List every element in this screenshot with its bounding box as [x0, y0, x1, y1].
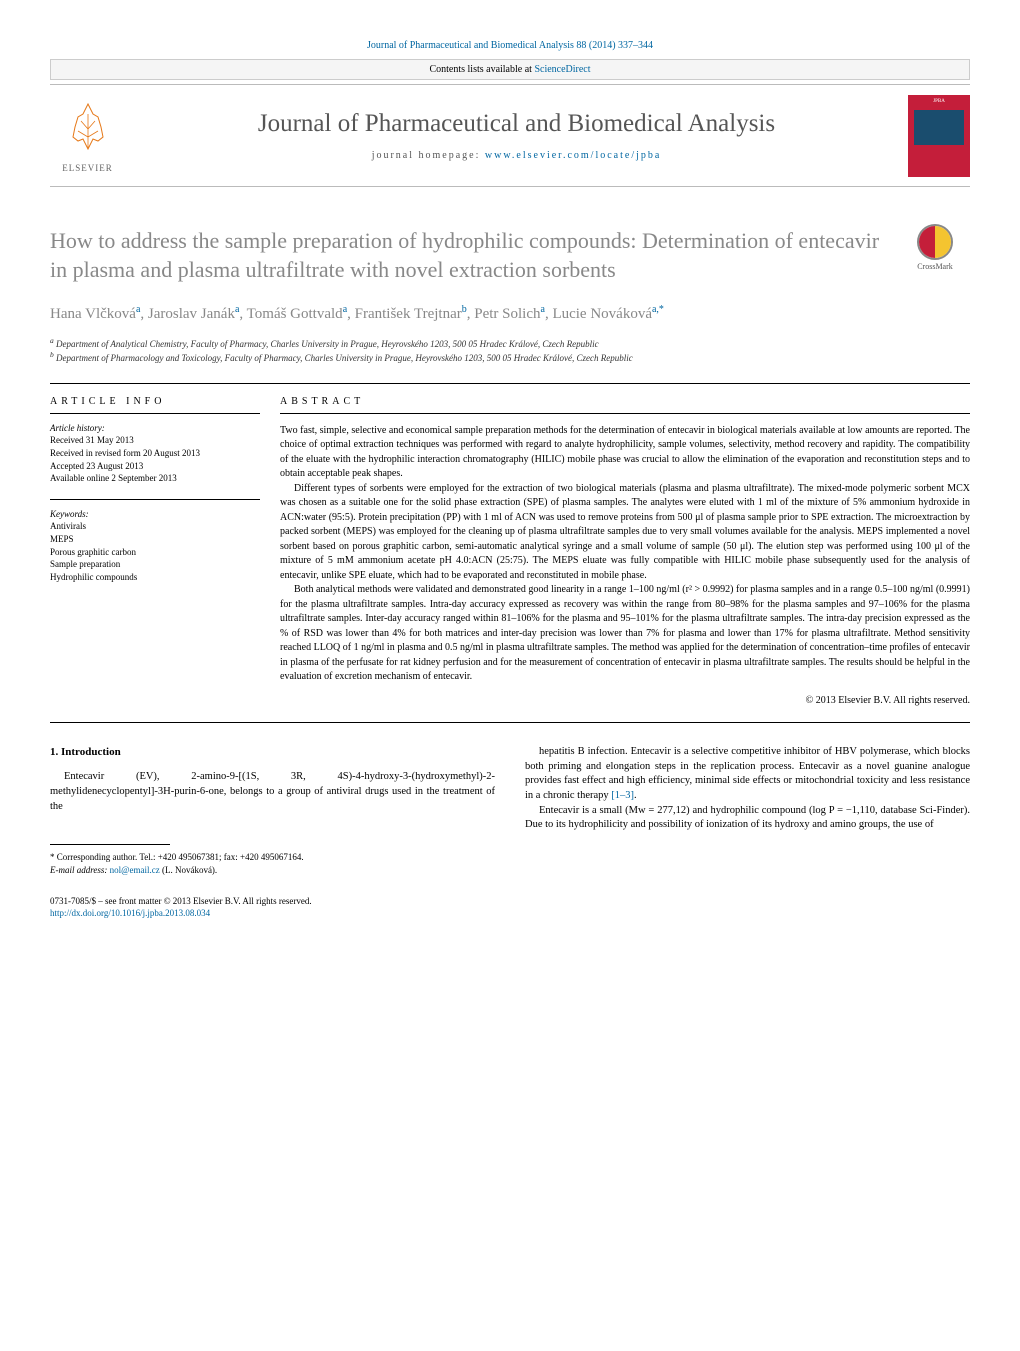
- affiliations: a Department of Analytical Chemistry, Fa…: [50, 336, 970, 365]
- abstract-head: ABSTRACT: [280, 396, 970, 414]
- elsevier-logo: ELSEVIER: [50, 93, 125, 178]
- footer-meta: 0731-7085/$ – see front matter © 2013 El…: [50, 895, 495, 920]
- divider: [50, 722, 970, 723]
- journal-header: ELSEVIER Journal of Pharmaceutical and B…: [50, 84, 970, 187]
- authors: Hana Vlčkováa, Jaroslav Janáka, Tomáš Go…: [50, 302, 970, 326]
- journal-homepage: journal homepage: www.elsevier.com/locat…: [125, 150, 908, 161]
- article-info-head: ARTICLE INFO: [50, 396, 260, 414]
- history-line: Available online 2 September 2013: [50, 472, 260, 485]
- left-column: 1. Introduction Entecavir (EV), 2-amino-…: [50, 745, 495, 920]
- crossmark-label: CrossMark: [900, 262, 970, 271]
- running-head: Journal of Pharmaceutical and Biomedical…: [50, 40, 970, 51]
- article-title: How to address the sample preparation of…: [50, 227, 880, 284]
- corresponding-footnote: * Corresponding author. Tel.: +420 49506…: [50, 851, 495, 876]
- issn-line: 0731-7085/$ – see front matter © 2013 El…: [50, 895, 495, 908]
- body-paragraph: Entecavir is a small (Mᴡ = 277,12) and h…: [525, 804, 970, 833]
- affiliation: b Department of Pharmacology and Toxicol…: [50, 350, 970, 365]
- author-affil-sup: a: [540, 304, 544, 315]
- keyword: Antivirals: [50, 520, 260, 533]
- corr-author-line: * Corresponding author. Tel.: +420 49506…: [50, 851, 495, 864]
- email-link[interactable]: nol@email.cz: [110, 865, 160, 875]
- author-affil-sup: b: [462, 304, 467, 315]
- author: František Trejtnarb: [355, 306, 467, 322]
- ref-link[interactable]: [1–3]: [611, 790, 634, 801]
- keyword: Porous graphitic carbon: [50, 546, 260, 559]
- abstract-paragraph: Different types of sorbents were employe…: [280, 482, 970, 584]
- abstract-paragraph: Two fast, simple, selective and economic…: [280, 424, 970, 482]
- keyword: Hydrophilic compounds: [50, 571, 260, 584]
- footnote-divider: [50, 844, 170, 845]
- affiliation: a Department of Analytical Chemistry, Fa…: [50, 336, 970, 351]
- history-label: Article history:: [50, 422, 260, 435]
- article-info: ARTICLE INFO Article history: Received 3…: [50, 396, 280, 706]
- contents-prefix: Contents lists available at: [429, 64, 534, 75]
- crossmark-icon: [917, 224, 953, 260]
- author-affil-sup: a: [343, 304, 347, 315]
- author: Petr Solicha: [474, 306, 545, 322]
- history-line: Received 31 May 2013: [50, 434, 260, 447]
- author: Jaroslav Janáka: [148, 306, 240, 322]
- abstract-paragraph: Both analytical methods were validated a…: [280, 583, 970, 685]
- author-affil-sup: a: [136, 304, 140, 315]
- cover-label: JPBA: [933, 99, 945, 105]
- keyword: Sample preparation: [50, 558, 260, 571]
- crossmark-badge[interactable]: CrossMark: [900, 224, 970, 271]
- sciencedirect-link[interactable]: ScienceDirect: [534, 64, 590, 75]
- author: Hana Vlčkováa: [50, 306, 140, 322]
- journal-title: Journal of Pharmaceutical and Biomedical…: [125, 110, 908, 138]
- elsevier-tree-icon: [63, 99, 113, 163]
- author: Tomáš Gottvalda: [247, 306, 347, 322]
- abstract: ABSTRACT Two fast, simple, selective and…: [280, 396, 970, 706]
- cover-image: [914, 110, 964, 145]
- history-line: Received in revised form 20 August 2013: [50, 447, 260, 460]
- keywords: Keywords: AntiviralsMEPSPorous graphitic…: [50, 508, 260, 584]
- doi-link[interactable]: http://dx.doi.org/10.1016/j.jpba.2013.08…: [50, 908, 210, 918]
- author-affil-sup: a,*: [652, 304, 664, 315]
- email-name: (L. Nováková).: [160, 865, 217, 875]
- history-line: Accepted 23 August 2013: [50, 460, 260, 473]
- elsevier-label: ELSEVIER: [62, 163, 113, 173]
- divider: [50, 383, 970, 384]
- right-column: hepatitis B infection. Entecavir is a se…: [525, 745, 970, 920]
- keywords-label: Keywords:: [50, 508, 260, 521]
- journal-home-prefix: journal homepage:: [372, 150, 485, 161]
- article-history: Article history: Received 31 May 2013Rec…: [50, 422, 260, 485]
- intro-head: 1. Introduction: [50, 745, 495, 760]
- copyright: © 2013 Elsevier B.V. All rights reserved…: [280, 695, 970, 706]
- author-affil-sup: a: [235, 304, 239, 315]
- journal-home-link[interactable]: www.elsevier.com/locate/jpba: [485, 150, 661, 161]
- contents-bar: Contents lists available at ScienceDirec…: [50, 59, 970, 80]
- body-paragraph: hepatitis B infection. Entecavir is a se…: [525, 745, 970, 804]
- body-paragraph: Entecavir (EV), 2-amino-9-[(1S, 3R, 4S)-…: [50, 770, 495, 814]
- author: Lucie Novákováa,*: [552, 306, 664, 322]
- email-label: E-mail address:: [50, 865, 110, 875]
- journal-cover: JPBA: [908, 95, 970, 177]
- body-columns: 1. Introduction Entecavir (EV), 2-amino-…: [50, 745, 970, 920]
- info-divider: [50, 499, 260, 500]
- keyword: MEPS: [50, 533, 260, 546]
